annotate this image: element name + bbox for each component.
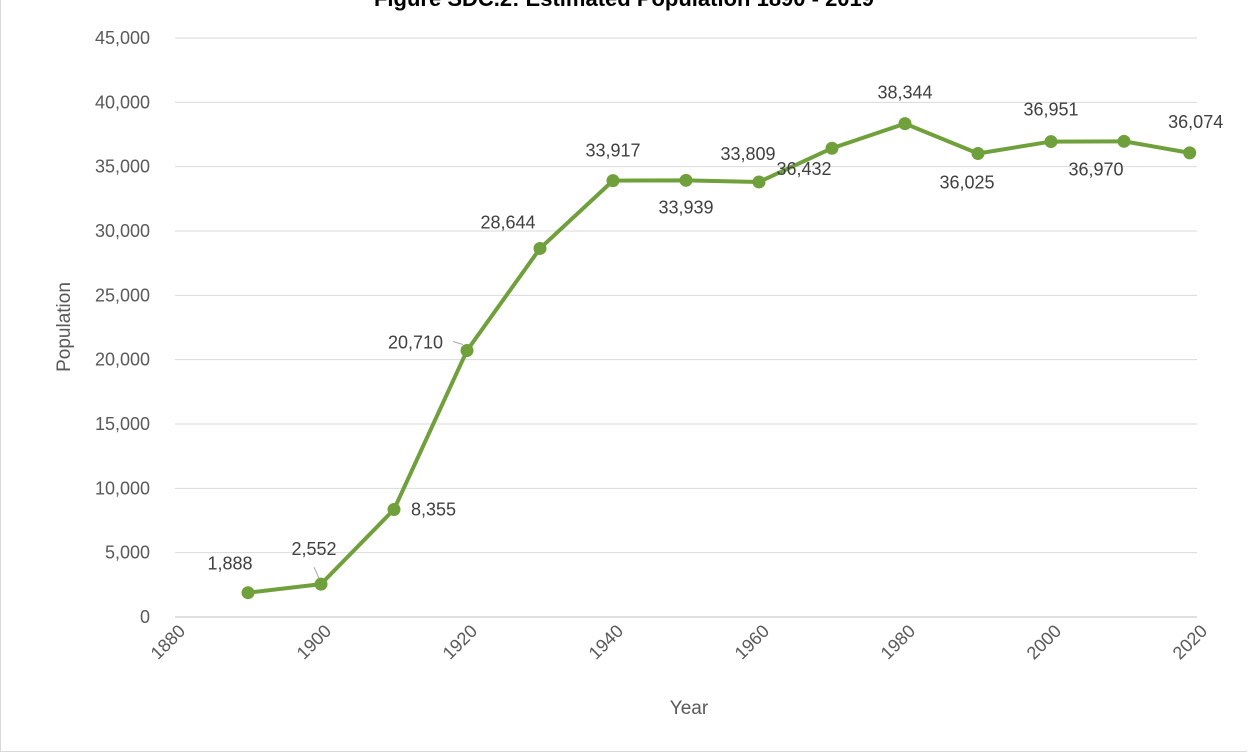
data-label: 20,710 (388, 333, 443, 353)
data-label: 36,432 (776, 159, 831, 179)
data-label: 36,074 (1168, 112, 1223, 132)
y-tick-label: 25,000 (95, 285, 150, 305)
data-point (679, 173, 693, 187)
data-point (241, 586, 255, 600)
x-tick-label: 1900 (293, 621, 335, 663)
data-point (1044, 135, 1058, 149)
data-point (971, 146, 985, 160)
y-axis-ticks: 0 5,000 10,000 15,000 20,000 25,000 30,000 35,0… (95, 28, 150, 627)
data-label: 33,809 (720, 144, 775, 164)
data-labels: 1,888 2,552 8,355 20,710 28,644 33,917 33,939 3… (207, 83, 1223, 579)
y-tick-label: 15,000 (95, 414, 150, 434)
data-label: 36,025 (939, 172, 994, 192)
y-axis-title: Population (54, 282, 75, 372)
y-tick-label: 20,000 (95, 350, 150, 370)
series-group (241, 117, 1197, 600)
data-label: 2,552 (291, 539, 336, 559)
y-tick-label: 40,000 (95, 92, 150, 112)
leader-line (313, 566, 320, 579)
gridlines (175, 37, 1197, 618)
data-label: 36,970 (1068, 159, 1123, 179)
chart-title: Figure SDC.2: Estimated Population 1890 … (0, 0, 1248, 12)
x-tick-label: 1960 (731, 621, 773, 663)
data-point (533, 241, 547, 255)
data-point (387, 502, 401, 516)
y-tick-label: 10,000 (95, 478, 150, 498)
leader-line (452, 341, 464, 346)
y-tick-label: 5,000 (105, 543, 150, 563)
y-tick-label: 30,000 (95, 221, 150, 241)
data-point (1117, 134, 1131, 148)
x-tick-label: 1980 (877, 621, 919, 663)
x-tick-label: 1880 (147, 621, 189, 663)
x-axis-ticks: 1880 1900 1920 1940 1960 1980 2000 2020 (147, 621, 1211, 663)
data-point (752, 175, 766, 189)
data-label: 38,344 (877, 83, 932, 103)
series-line (246, 121, 1192, 595)
data-point (460, 344, 474, 358)
x-tick-label: 2000 (1023, 621, 1065, 663)
y-tick-label: 45,000 (95, 28, 150, 48)
data-label: 28,644 (480, 212, 535, 232)
data-label: 1,888 (207, 554, 252, 574)
x-tick-label: 1920 (439, 621, 481, 663)
y-tick-label: 0 (140, 607, 150, 627)
data-label: 33,917 (585, 141, 640, 161)
data-point (898, 117, 912, 131)
y-tick-label: 35,000 (95, 157, 150, 177)
data-point (606, 174, 620, 188)
data-point (314, 577, 328, 591)
data-label: 33,939 (658, 197, 713, 217)
data-label: 8,355 (411, 499, 456, 519)
data-label: 36,951 (1023, 100, 1078, 120)
x-tick-label: 2020 (1169, 621, 1211, 663)
data-point (825, 141, 839, 155)
data-point (1183, 146, 1197, 160)
x-axis-title: Year (670, 698, 709, 719)
x-tick-label: 1940 (585, 621, 627, 663)
